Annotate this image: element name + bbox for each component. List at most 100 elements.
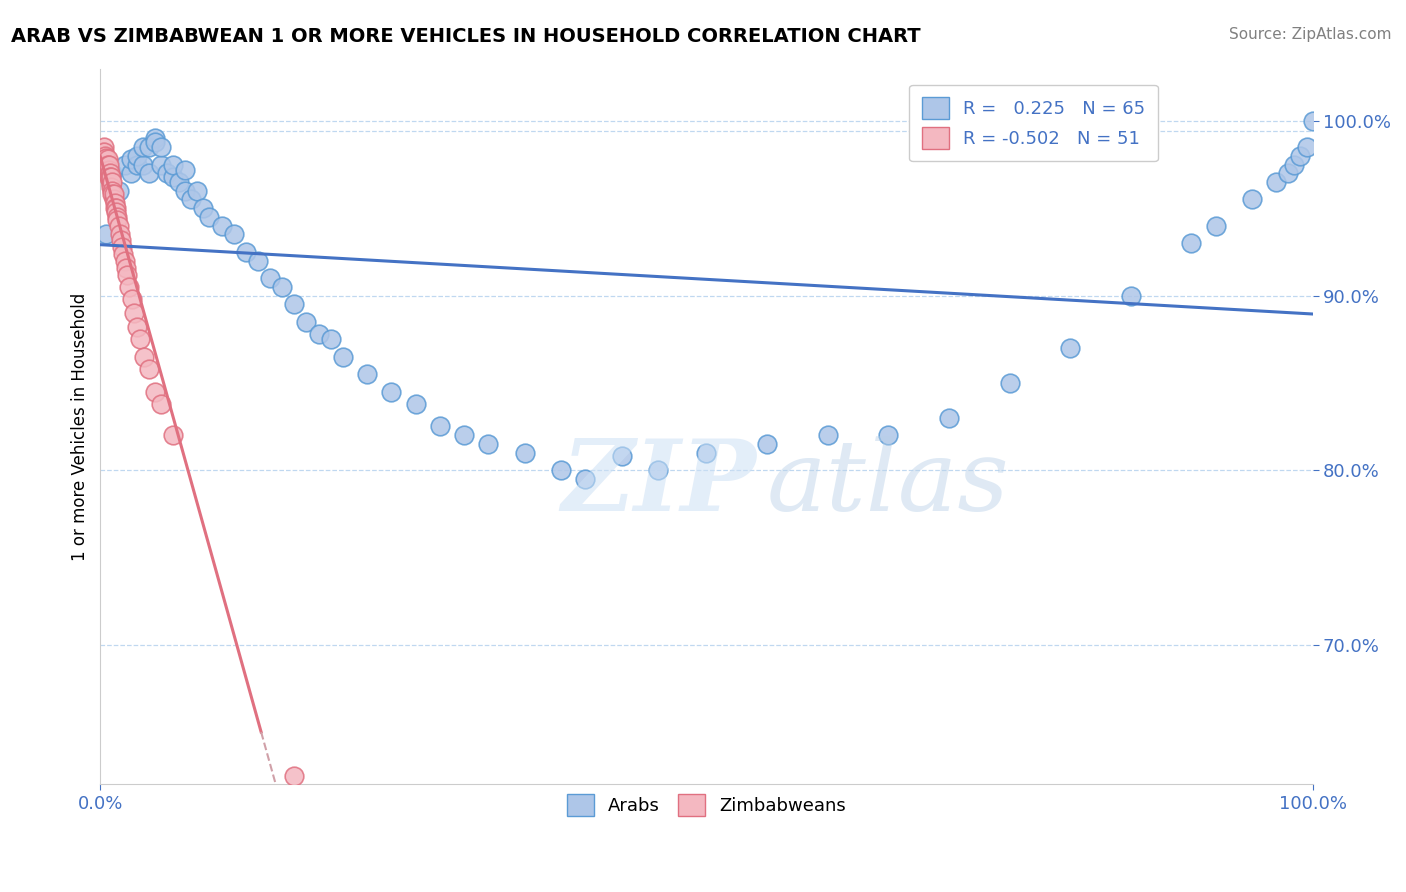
Point: [132, 140, 155, 154]
Point: [114, 157, 136, 171]
Point: [105, 210, 128, 224]
Point: [125, 149, 148, 163]
Point: [319, 332, 342, 346]
Point: [93, 140, 115, 154]
Point: [1289, 149, 1312, 163]
Legend: Arabs, Zimbabweans: Arabs, Zimbabweans: [558, 786, 855, 825]
Point: [96, 157, 118, 171]
Point: [235, 244, 257, 259]
Point: [125, 157, 148, 171]
Point: [96, 151, 118, 165]
Point: [1284, 157, 1306, 171]
Point: [295, 315, 318, 329]
Point: [174, 162, 197, 177]
Point: [97, 162, 120, 177]
Point: [1180, 236, 1202, 251]
Point: [111, 239, 134, 253]
Point: [246, 253, 269, 268]
Point: [1205, 219, 1227, 233]
Point: [125, 320, 148, 334]
Point: [96, 227, 118, 242]
Point: [100, 180, 122, 194]
Point: [149, 157, 172, 171]
Point: [132, 350, 155, 364]
Point: [156, 166, 179, 180]
Point: [105, 201, 128, 215]
Point: [104, 196, 127, 211]
Point: [90, 153, 112, 167]
Point: [162, 157, 184, 171]
Point: [101, 166, 124, 180]
Point: [259, 271, 281, 285]
Point: [198, 210, 221, 224]
Point: [124, 306, 146, 320]
Point: [938, 410, 960, 425]
Point: [101, 187, 124, 202]
Point: [93, 145, 115, 160]
Point: [477, 437, 499, 451]
Text: ZIP: ZIP: [561, 435, 756, 532]
Point: [120, 153, 142, 167]
Point: [105, 213, 128, 227]
Point: [1059, 341, 1081, 355]
Point: [121, 292, 143, 306]
Point: [103, 187, 125, 202]
Point: [138, 140, 160, 154]
Point: [998, 376, 1021, 390]
Point: [429, 419, 451, 434]
Point: [162, 169, 184, 184]
Point: [94, 149, 117, 163]
Point: [110, 233, 132, 247]
Point: [550, 463, 572, 477]
Point: [695, 445, 717, 459]
Point: [120, 166, 142, 180]
Point: [138, 362, 160, 376]
Point: [610, 449, 633, 463]
Point: [308, 326, 330, 341]
Point: [114, 253, 136, 268]
Point: [332, 350, 354, 364]
Point: [380, 384, 402, 399]
Point: [101, 184, 124, 198]
Point: [114, 260, 136, 275]
Point: [132, 157, 155, 171]
Point: [283, 297, 305, 311]
Point: [97, 166, 120, 180]
Point: [143, 384, 166, 399]
Point: [104, 201, 127, 215]
Point: [129, 332, 152, 346]
Point: [100, 177, 122, 191]
Point: [1240, 193, 1263, 207]
Point: [513, 445, 536, 459]
Point: [180, 193, 202, 207]
Point: [1277, 166, 1299, 180]
Point: [107, 219, 129, 233]
Point: [222, 227, 245, 242]
Point: [167, 175, 190, 189]
Point: [283, 769, 305, 783]
Point: [97, 153, 120, 167]
Point: [149, 397, 172, 411]
Point: [94, 153, 117, 167]
Point: [91, 145, 114, 160]
Point: [211, 219, 233, 233]
Point: [96, 162, 118, 177]
Point: [149, 140, 172, 154]
Point: [1295, 140, 1317, 154]
Point: [817, 428, 839, 442]
Point: [108, 227, 131, 242]
Point: [98, 166, 121, 180]
Point: [97, 157, 120, 171]
Point: [356, 367, 378, 381]
Point: [1119, 288, 1142, 302]
Point: [100, 169, 122, 184]
Y-axis label: 1 or more Vehicles in Household: 1 or more Vehicles in Household: [72, 293, 89, 560]
Point: [98, 169, 121, 184]
Point: [98, 173, 121, 187]
Point: [107, 184, 129, 198]
Point: [405, 397, 427, 411]
Point: [186, 184, 208, 198]
Point: [453, 428, 475, 442]
Point: [97, 169, 120, 184]
Point: [877, 428, 900, 442]
